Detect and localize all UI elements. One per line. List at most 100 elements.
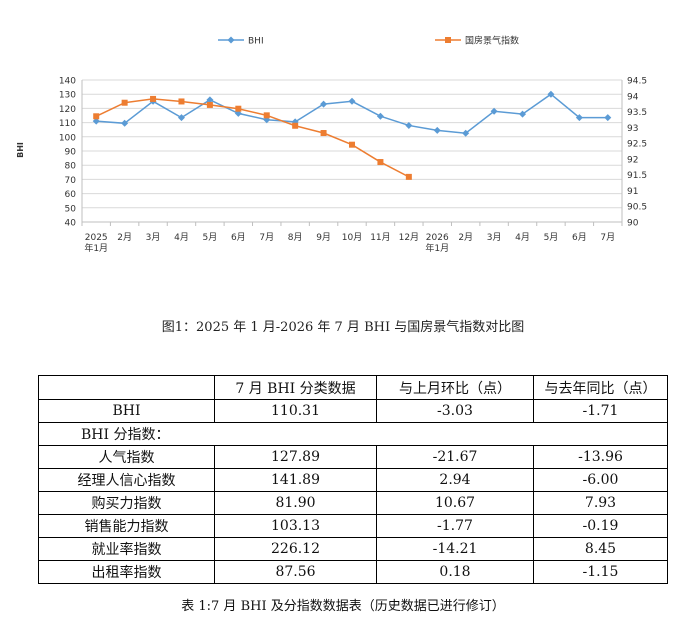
x-tick-label: 4月 (515, 232, 530, 243)
legend-marker (227, 36, 235, 44)
data-point-bhi (92, 117, 100, 125)
data-point-bhi (405, 121, 413, 129)
cell-value: 226.12 (214, 537, 377, 561)
x-tick-label: 7月 (259, 232, 274, 243)
x-tick-label: 12月 (399, 232, 419, 243)
header-cell: 与上月环比（点） (376, 375, 534, 400)
cell-yoy: -1.15 (533, 560, 668, 584)
data-point-guofang (405, 173, 412, 180)
row-name: 就业率指数 (38, 537, 215, 561)
x-tick-label: 年1月 (425, 242, 449, 254)
figure-caption: 图1：2025 年 1 月-2026 年 7 月 BHI 与国房景气指数对比图 (161, 320, 525, 335)
legend-marker (445, 37, 451, 43)
data-point-guofang (320, 130, 327, 137)
y-tick-label: 80 (65, 162, 77, 172)
x-tick-label: 年1月 (84, 242, 108, 254)
x-tick-label: 2月 (117, 232, 132, 243)
cell-value: 103.13 (214, 514, 377, 538)
row-name: 购买力指数 (38, 491, 215, 515)
y-tick-label: 60 (65, 190, 77, 200)
data-point-guofang (93, 113, 100, 120)
y-axis-title: BHI (16, 142, 25, 158)
table-row: BHI 110.31 -3.03 -1.71 (38, 399, 668, 423)
y-tick-label: 90 (65, 148, 77, 158)
cell-yoy: 8.45 (533, 537, 668, 561)
y2-tick-label: 91.5 (627, 171, 647, 181)
cell-value: 81.90 (214, 491, 377, 515)
y2-tick-label: 94 (627, 92, 639, 102)
x-tick-label: 11月 (370, 232, 390, 243)
cell-mom: -21.67 (376, 445, 534, 469)
cell-value: 87.56 (214, 560, 377, 584)
table-row: 销售能力指数 103.13 -1.77 -0.19 (38, 514, 668, 538)
y-tick-label: 120 (59, 105, 76, 115)
y2-tick-label: 93 (627, 124, 638, 134)
cell-yoy: -6.00 (533, 468, 668, 492)
x-tick-label: 6月 (572, 232, 587, 243)
data-point-bhi (206, 96, 214, 104)
data-point-bhi (547, 90, 555, 98)
data-point-guofang (206, 101, 213, 108)
data-point-guofang (263, 112, 270, 119)
y2-tick-label: 92 (627, 155, 638, 165)
y-tick-label: 110 (59, 119, 76, 129)
x-tick-label: 3月 (487, 232, 502, 243)
data-point-bhi (604, 114, 612, 122)
data-point-guofang (377, 159, 384, 166)
cell-mom: 10.67 (376, 491, 534, 515)
x-tick-label: 10月 (342, 232, 362, 243)
table-row: 出租率指数 87.56 0.18 -1.15 (38, 560, 668, 584)
y-tick-label: 140 (59, 77, 76, 87)
section-label: BHI 分指数： (38, 422, 668, 446)
table-row: 经理人信心指数 141.89 2.94 -6.00 (38, 468, 668, 492)
series-line-guofang (95, 98, 410, 178)
data-point-bhi (121, 119, 129, 127)
row-name: 出租率指数 (38, 560, 215, 584)
bhi-data-table: 7 月 BHI 分类数据 与上月环比（点） 与去年同比（点） BHI 110.3… (38, 375, 668, 584)
data-point-guofang (178, 98, 185, 105)
data-point-bhi (575, 114, 583, 122)
data-point-guofang (292, 122, 299, 129)
x-tick-label: 9月 (316, 232, 331, 243)
cell-value: 127.89 (214, 445, 377, 469)
data-point-bhi (348, 97, 356, 105)
cell-mom: 0.18 (376, 560, 534, 584)
y2-tick-label: 90.5 (627, 203, 647, 213)
x-tick-label: 2026 (426, 233, 449, 243)
data-point-bhi (433, 126, 441, 134)
data-point-guofang (235, 105, 242, 112)
data-point-bhi (462, 129, 470, 137)
data-point-bhi (320, 100, 328, 108)
legend-label: BHI (248, 37, 264, 47)
x-tick-label: 2025 (85, 233, 108, 243)
cell-mom: -14.21 (376, 537, 534, 561)
row-name: 人气指数 (38, 445, 215, 469)
data-point-guofang (349, 141, 355, 148)
x-tick-label: 5月 (544, 232, 559, 243)
x-tick-label: 7月 (600, 232, 615, 243)
row-name: 销售能力指数 (38, 514, 215, 538)
data-point-bhi (519, 110, 527, 118)
x-tick-label: 8月 (288, 232, 303, 243)
table-row: 就业率指数 226.12 -14.21 8.45 (38, 537, 668, 561)
header-cell (38, 375, 215, 400)
table-row: 购买力指数 81.90 10.67 7.93 (38, 491, 668, 515)
cell-yoy: -13.96 (533, 445, 668, 469)
bhi-chart: 40 50 60 70 80 90 100 110 120 130 140 90 90.5 91 91.5 9… (16, 35, 647, 255)
x-tick-label: 2月 (458, 232, 473, 243)
cell-value: 110.31 (214, 399, 377, 423)
cell-mom: -1.77 (376, 514, 534, 538)
header-cell: 与去年同比（点） (533, 375, 668, 400)
y-tick-label: 50 (65, 204, 77, 214)
cell-yoy: -1.71 (533, 399, 668, 423)
cell-mom: -3.03 (376, 399, 534, 423)
y-tick-label: 100 (59, 133, 76, 143)
x-tick-label: 5月 (203, 232, 218, 243)
data-point-bhi (177, 114, 185, 122)
data-point-bhi (490, 107, 498, 115)
row-name: BHI (38, 399, 215, 423)
y2-tick-label: 94.5 (627, 77, 647, 87)
table-caption: 表 1:7 月 BHI 及分指数数据表（历史数据已进行修订） (181, 599, 505, 614)
data-point-guofang (150, 95, 157, 102)
legend-label: 国房景气指数 (465, 35, 519, 47)
